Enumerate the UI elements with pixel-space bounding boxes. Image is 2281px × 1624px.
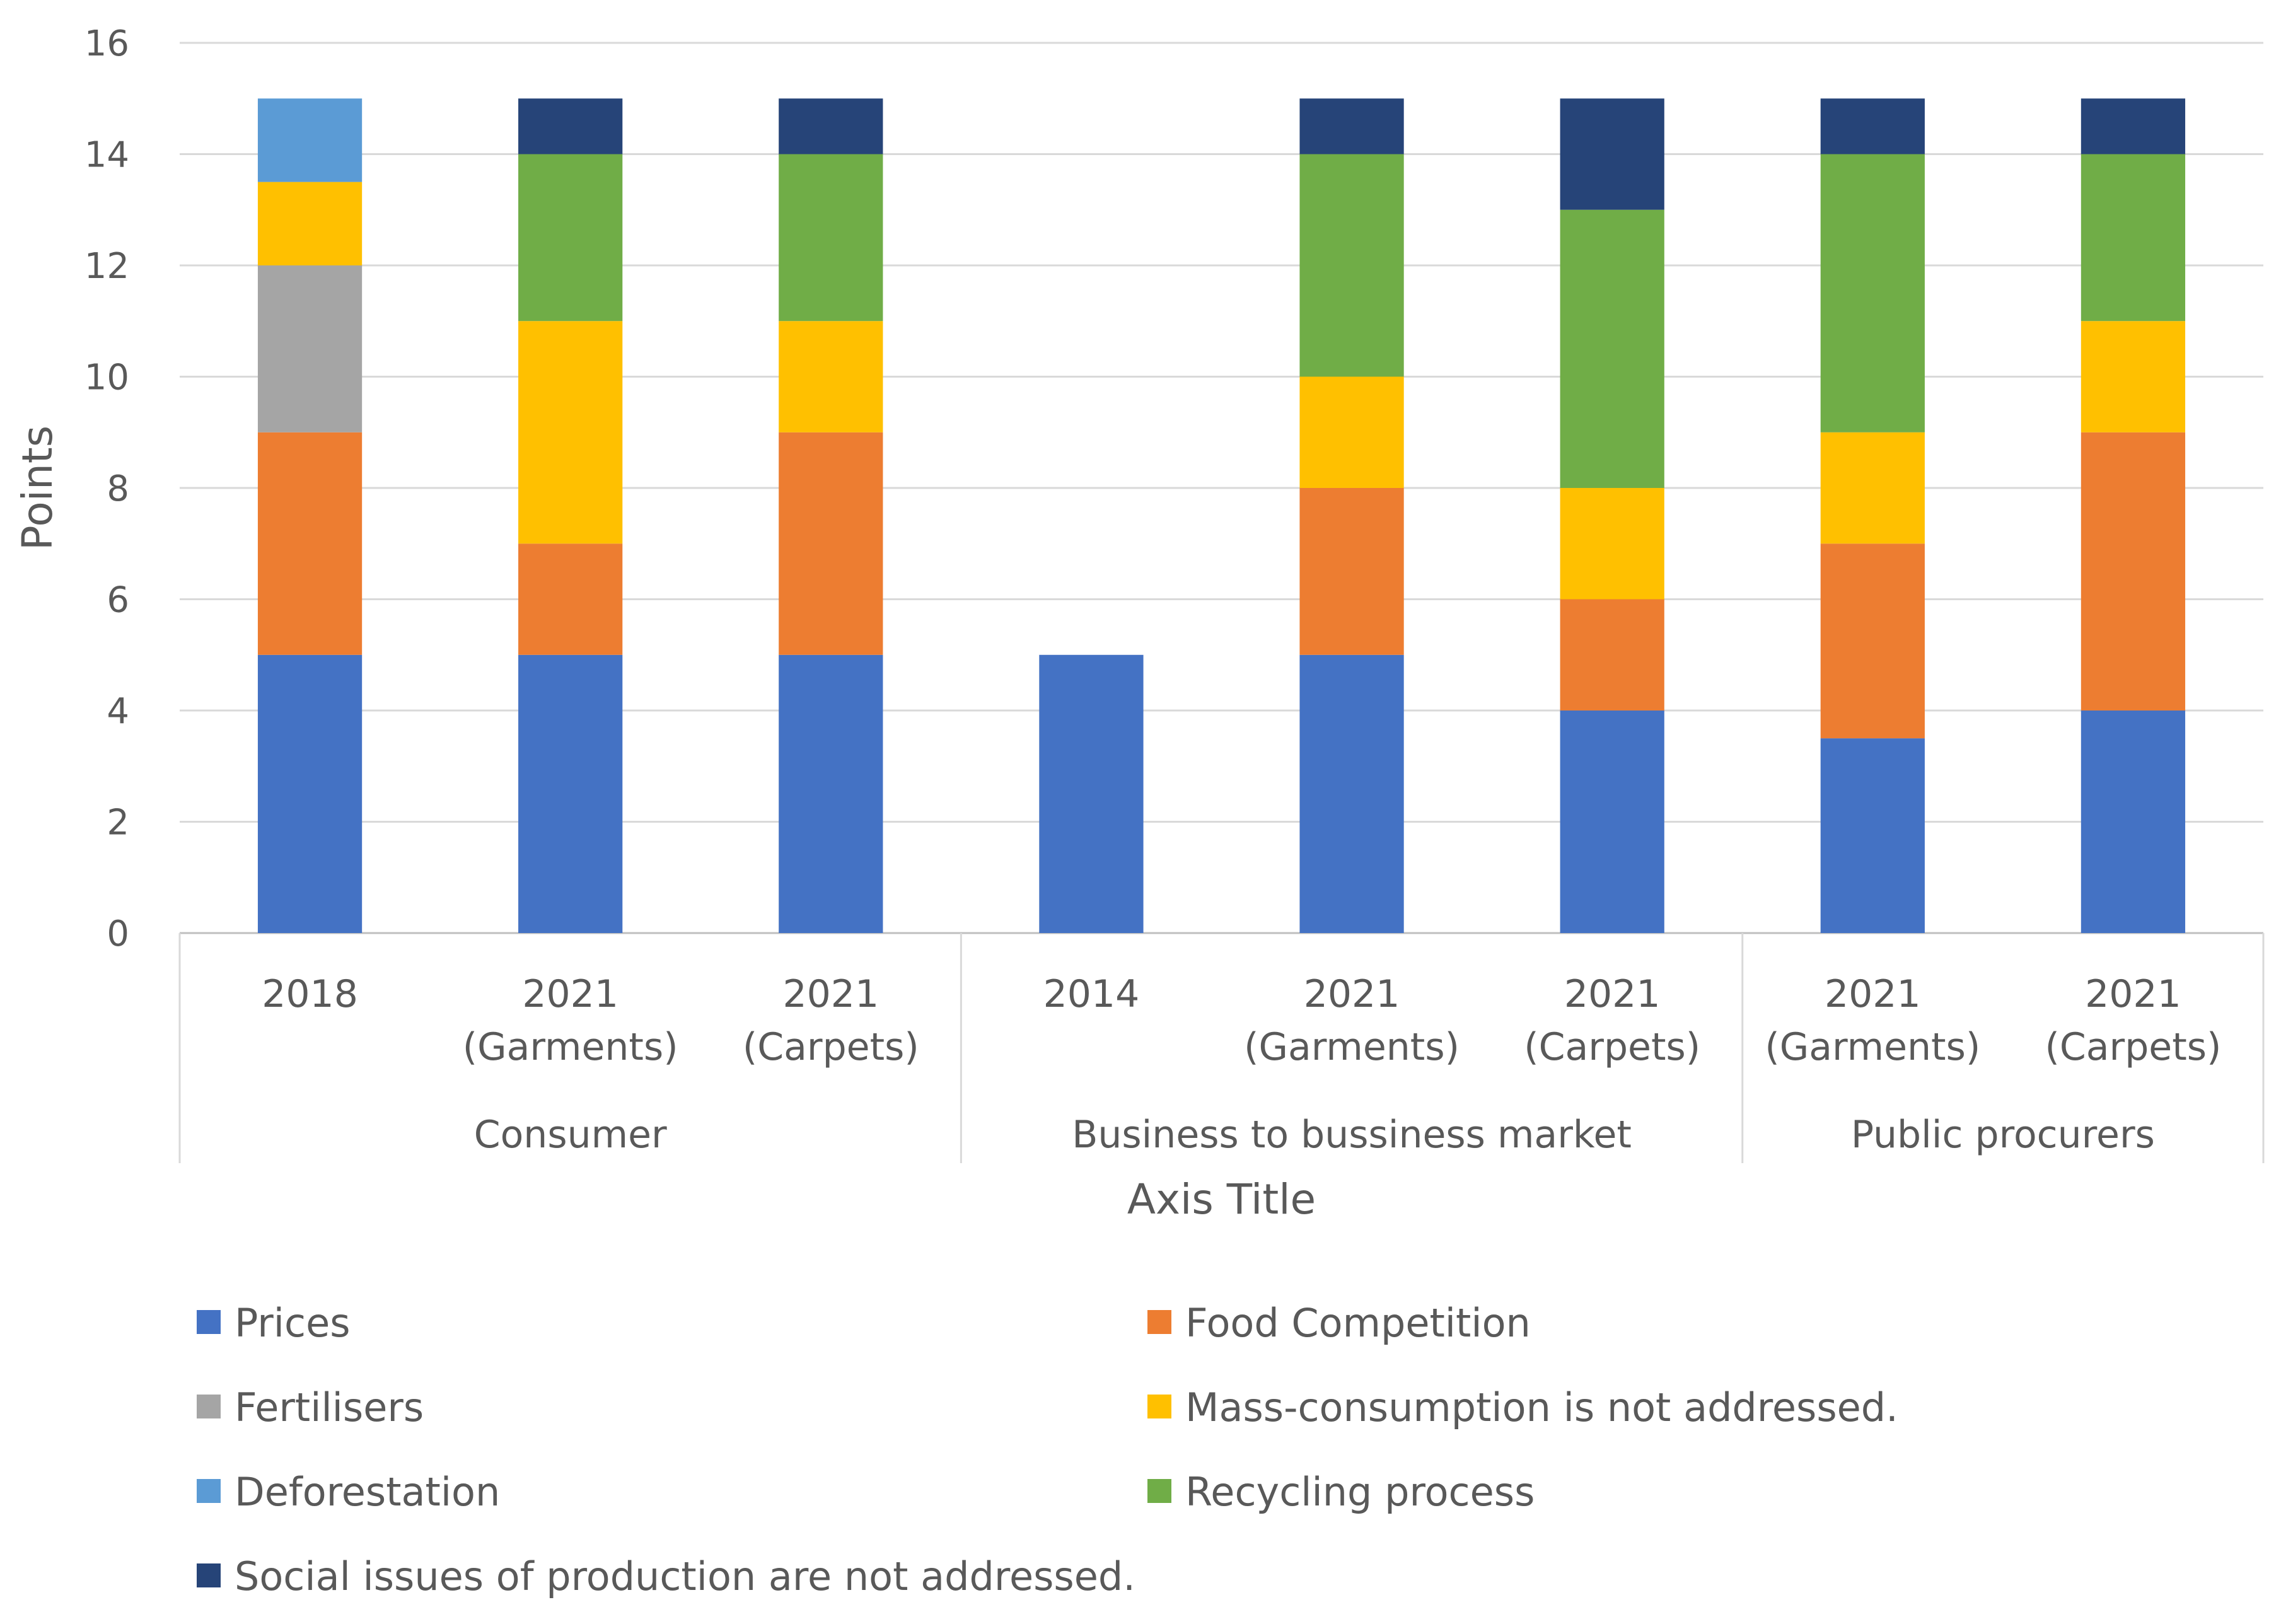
bar-segment	[1820, 432, 1925, 544]
bar-segment	[1560, 710, 1664, 933]
x-tick-label: 2018	[262, 972, 358, 1016]
bar-segment	[2081, 321, 2186, 432]
bar-segment	[257, 432, 363, 655]
bar-segment	[2081, 710, 2186, 933]
legend-item: Food Competition	[1147, 1300, 1531, 1346]
x-tick-label: 2014	[1043, 972, 1140, 1016]
legend-item: Prices	[197, 1300, 351, 1346]
legend-swatch	[1147, 1479, 1171, 1503]
legend-label: Recycling process	[1185, 1469, 1535, 1515]
bar-segment	[518, 543, 623, 655]
bar-segment	[257, 654, 363, 933]
bar-segment	[779, 98, 883, 154]
bar-segment	[518, 98, 623, 154]
legend-swatch	[197, 1563, 221, 1587]
legend-swatch	[1147, 1395, 1171, 1418]
x-tick-label: 2021	[1304, 972, 1400, 1016]
x-tick-label: (Carpets)	[2045, 1025, 2221, 1069]
bar-segment	[2081, 154, 2186, 322]
legend-item: Deforestation	[197, 1469, 500, 1515]
y-tick-label: 14	[84, 135, 129, 176]
bar-segment	[779, 154, 883, 322]
bar-segment	[1299, 98, 1404, 154]
y-axis-ticks: 0 2 4 6 8 10 12 14 16	[84, 23, 129, 954]
legend-label: Food Competition	[1185, 1300, 1531, 1346]
y-tick-label: 2	[107, 803, 129, 844]
bar-segment	[1299, 488, 1404, 655]
bar-segment	[1560, 488, 1664, 600]
y-tick-label: 10	[84, 357, 129, 398]
bar-segment	[518, 154, 623, 322]
bar-segment	[1820, 98, 1925, 154]
y-tick-label: 0	[107, 914, 129, 954]
x-tick-label: 2021	[782, 972, 879, 1016]
legend-swatch	[1147, 1310, 1171, 1334]
x-tick-label: (Carpets)	[743, 1025, 919, 1069]
bar-segment	[1560, 209, 1664, 488]
bar-segment	[1299, 154, 1404, 377]
legend-item: Fertilisers	[197, 1384, 424, 1430]
legend-item: Mass-consumption is not addressed.	[1147, 1384, 1898, 1430]
bar-segment	[1039, 654, 1144, 933]
bar-segment	[1820, 543, 1925, 739]
bar-segment	[257, 182, 363, 265]
x-tick-label: 2021	[1825, 972, 1921, 1016]
x-tick-label: (Garments)	[1765, 1025, 1980, 1069]
x-tick-label: 2021	[2085, 972, 2181, 1016]
y-tick-label: 6	[107, 580, 129, 621]
x-group-label: Consumer	[474, 1113, 667, 1157]
x-group-label: Business to bussiness market	[1072, 1113, 1632, 1157]
gridlines	[180, 42, 2263, 934]
x-axis-title: Axis Title	[1127, 1175, 1316, 1224]
bar-segment	[257, 265, 363, 432]
legend-item: Social issues of production are not addr…	[197, 1553, 1135, 1599]
legend-label: Prices	[235, 1300, 351, 1346]
x-group-label: Public procurers	[1851, 1113, 2155, 1157]
y-tick-label: 12	[84, 246, 129, 287]
bar-segment	[1299, 654, 1404, 933]
y-axis-title: Points	[13, 426, 62, 550]
bar-segment	[1299, 376, 1404, 488]
legend-swatch	[197, 1310, 221, 1334]
legend-label: Deforestation	[235, 1469, 500, 1515]
legend-swatch	[197, 1395, 221, 1418]
bar-segment	[518, 321, 623, 544]
bars	[257, 98, 2186, 933]
legend-item: Recycling process	[1147, 1469, 1535, 1515]
legend: Prices Food Competition Fertilisers Mass-co…	[197, 1300, 1898, 1599]
bar-segment	[1820, 154, 1925, 432]
x-tick-label: (Carpets)	[1524, 1025, 1700, 1069]
x-tick-label: 2021	[522, 972, 618, 1016]
x-axis: 2018 2021 (Garments) 2021 (Carpets) 2014 2021 (…	[178, 933, 2265, 1163]
y-tick-label: 16	[84, 23, 129, 64]
x-tick-label: 2021	[1564, 972, 1661, 1016]
legend-swatch	[197, 1479, 221, 1503]
bar-segment	[1820, 738, 1925, 933]
legend-label: Fertilisers	[235, 1384, 424, 1430]
bar-segment	[1560, 599, 1664, 710]
bar-segment	[2081, 98, 2186, 154]
bar-segment	[779, 432, 883, 655]
bar-segment	[779, 321, 883, 432]
y-tick-label: 4	[107, 691, 129, 732]
x-tick-label: (Garments)	[463, 1025, 678, 1069]
bar-segment	[2081, 432, 2186, 710]
bar-segment	[518, 654, 623, 933]
bar-segment	[779, 654, 883, 933]
legend-label: Mass-consumption is not addressed.	[1185, 1384, 1898, 1430]
bar-segment	[1560, 98, 1664, 210]
y-tick-label: 8	[107, 468, 129, 509]
x-tick-label: (Garments)	[1244, 1025, 1460, 1069]
legend-label: Social issues of production are not addr…	[235, 1553, 1135, 1599]
bar-segment	[257, 98, 363, 182]
